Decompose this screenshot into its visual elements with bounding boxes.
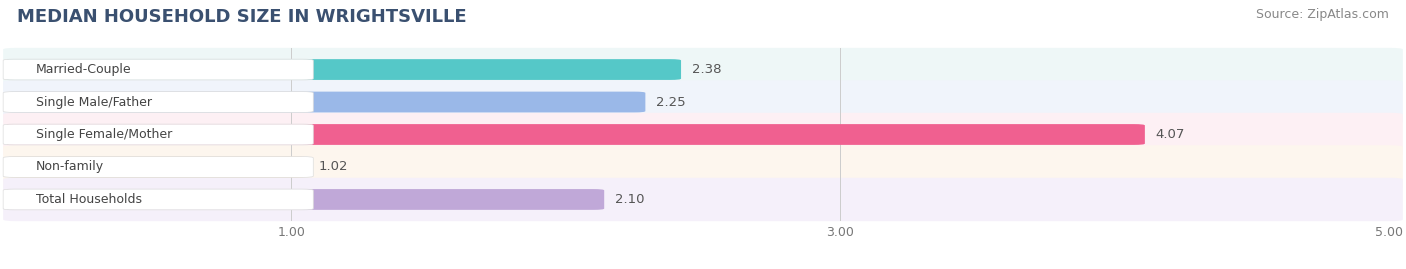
Text: 2.38: 2.38 [692,63,721,76]
Text: Source: ZipAtlas.com: Source: ZipAtlas.com [1256,8,1389,21]
Text: Single Female/Mother: Single Female/Mother [37,128,173,141]
Text: 1.02: 1.02 [319,161,349,174]
Text: 2.25: 2.25 [657,95,686,108]
FancyBboxPatch shape [3,113,1403,156]
FancyBboxPatch shape [6,189,605,210]
FancyBboxPatch shape [3,189,314,210]
FancyBboxPatch shape [3,124,314,145]
FancyBboxPatch shape [6,157,308,177]
Text: Single Male/Father: Single Male/Father [37,95,152,108]
Text: 4.07: 4.07 [1156,128,1185,141]
FancyBboxPatch shape [6,124,1144,145]
FancyBboxPatch shape [6,92,645,112]
Text: Non-family: Non-family [37,161,104,174]
Text: Married-Couple: Married-Couple [37,63,132,76]
FancyBboxPatch shape [3,48,1403,91]
FancyBboxPatch shape [3,178,1403,221]
FancyBboxPatch shape [3,59,314,80]
Text: 2.10: 2.10 [616,193,645,206]
FancyBboxPatch shape [3,145,1403,189]
Text: Total Households: Total Households [37,193,142,206]
FancyBboxPatch shape [3,80,1403,124]
FancyBboxPatch shape [3,92,314,112]
Text: MEDIAN HOUSEHOLD SIZE IN WRIGHTSVILLE: MEDIAN HOUSEHOLD SIZE IN WRIGHTSVILLE [17,8,467,26]
FancyBboxPatch shape [3,157,314,177]
FancyBboxPatch shape [6,59,681,80]
